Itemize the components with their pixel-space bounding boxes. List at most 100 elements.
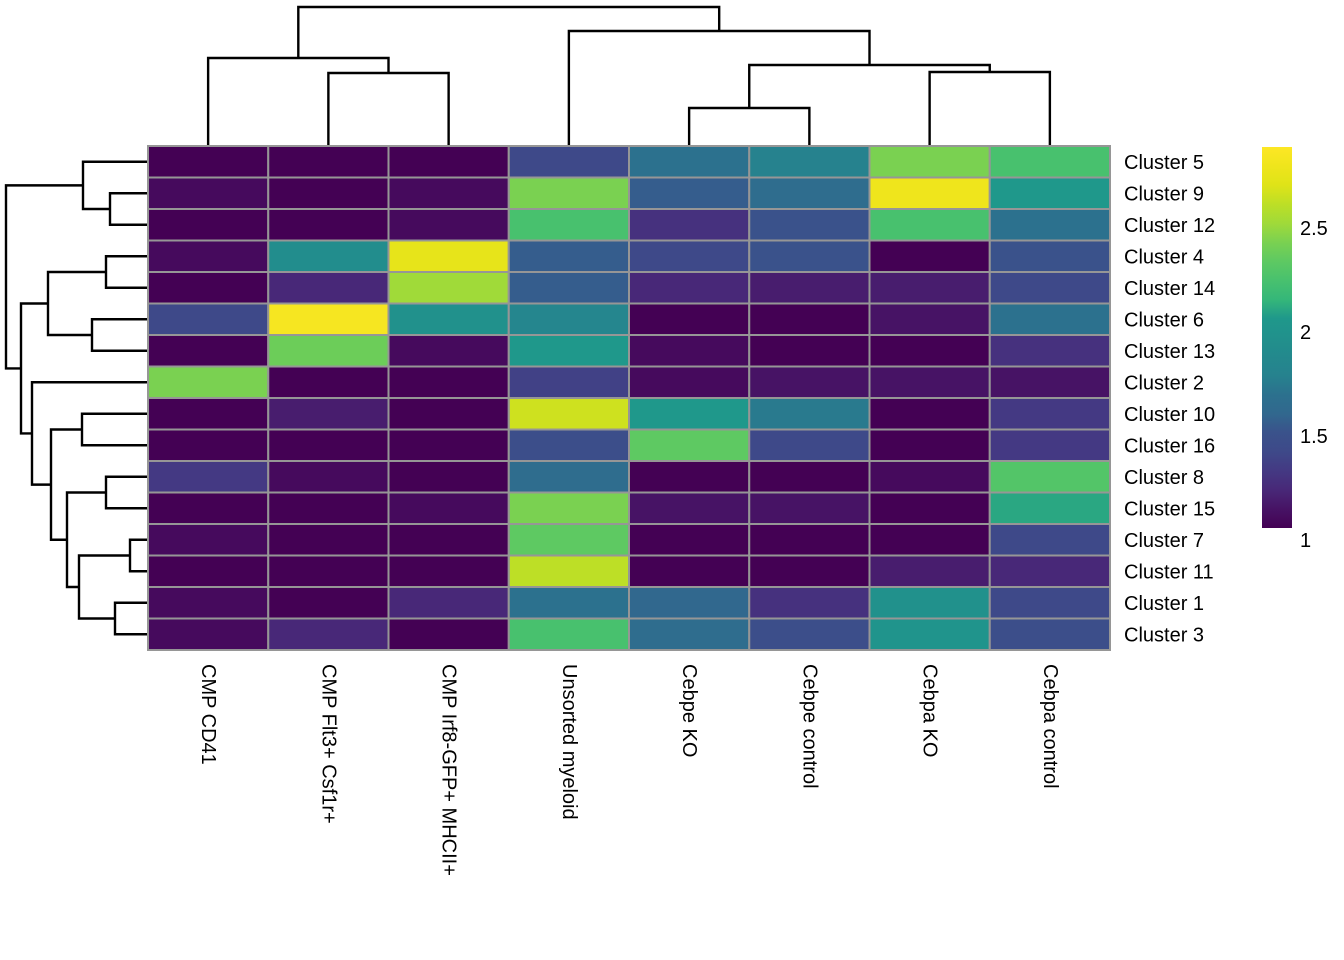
heatmap-cell — [267, 523, 390, 557]
heatmap-cell — [868, 271, 991, 305]
row-label: Cluster 11 — [1124, 561, 1214, 583]
column-label: CMP CD41 — [197, 664, 219, 765]
row-label: Cluster 14 — [1124, 278, 1215, 300]
heatmap-cell — [147, 365, 270, 399]
heatmap-cell — [387, 617, 510, 651]
heatmap-cell — [387, 271, 510, 305]
row-label: Cluster 15 — [1124, 498, 1215, 520]
heatmap-cell — [868, 334, 991, 368]
heatmap-cell — [748, 460, 871, 494]
column-label: Cebpe KO — [678, 664, 700, 757]
row-dendrogram-branch — [4, 184, 83, 370]
heatmap-cell — [628, 176, 751, 210]
heatmap-cell — [988, 428, 1111, 462]
heatmap-cell — [387, 176, 510, 210]
heatmap-cell — [267, 428, 390, 462]
heatmap-cell — [387, 145, 510, 179]
heatmap-cell — [147, 176, 270, 210]
row-dendrogram-branch — [65, 491, 106, 589]
heatmap-cell — [267, 365, 390, 399]
heatmap-cell — [868, 302, 991, 336]
heatmap-cell — [748, 334, 871, 368]
heatmap-cell — [988, 523, 1111, 557]
heatmap-cell — [267, 145, 390, 179]
heatmap-cell — [988, 176, 1111, 210]
heatmap-cell — [988, 145, 1111, 179]
color-legend: 2.5 2 1.5 1 — [1262, 147, 1328, 552]
heatmap-cell — [748, 176, 871, 210]
heatmap-cell — [748, 145, 871, 179]
row-dendrogram — [4, 160, 148, 636]
heatmap-cell — [507, 523, 630, 557]
heatmap-cell — [147, 617, 270, 651]
heatmap-cell — [628, 365, 751, 399]
row-dendrogram-branch — [81, 160, 148, 211]
heatmap-cell — [988, 302, 1111, 336]
heatmap-cell — [147, 271, 270, 305]
heatmap-cell — [868, 491, 991, 525]
heatmap-cell — [147, 145, 270, 179]
heatmap-cell — [507, 428, 630, 462]
column-dendrogram — [206, 5, 1052, 146]
heatmap-cell — [507, 239, 630, 273]
heatmap-cell — [868, 617, 991, 651]
heatmap-cell — [507, 397, 630, 431]
heatmap-cell — [147, 460, 270, 494]
legend-tick-label: 1 — [1300, 530, 1311, 552]
heatmap-cell — [507, 176, 630, 210]
heatmap-cell — [988, 460, 1111, 494]
heatmap-cell — [507, 302, 630, 336]
row-label: Cluster 16 — [1124, 435, 1215, 457]
heatmap-cell — [267, 460, 390, 494]
heatmap-cell — [507, 145, 630, 179]
column-dendrogram-branch — [327, 71, 450, 146]
row-label: Cluster 9 — [1124, 183, 1204, 205]
heatmap-cell — [628, 491, 751, 525]
heatmap-cell — [387, 365, 510, 399]
column-dendrogram-branch — [687, 106, 811, 146]
heatmap-cell — [988, 554, 1111, 588]
row-dendrogram-branch — [30, 381, 148, 486]
heatmap-cell — [748, 208, 871, 242]
row-dendrogram-branch — [46, 270, 106, 337]
heatmap-cell — [868, 397, 991, 431]
row-label: Cluster 10 — [1124, 404, 1215, 426]
heatmap-cell — [147, 523, 270, 557]
row-label: Cluster 3 — [1124, 624, 1204, 646]
row-label: Cluster 7 — [1124, 530, 1204, 552]
row-label: Cluster 13 — [1124, 341, 1215, 363]
heatmap-cell — [147, 334, 270, 368]
heatmap-cell — [868, 145, 991, 179]
heatmap-cell — [147, 491, 270, 525]
heatmap-cell — [628, 145, 751, 179]
heatmap-cell — [147, 208, 270, 242]
column-label: Cebpa KO — [919, 664, 941, 757]
heatmap-cell — [147, 428, 270, 462]
heatmap-cell — [387, 334, 510, 368]
row-dendrogram-branch — [90, 318, 148, 352]
heatmap-cell — [988, 334, 1111, 368]
row-labels: Cluster 5 Cluster 9 Cluster 12 Cluster 4 Clu… — [1124, 152, 1215, 647]
row-dendrogram-branch — [77, 554, 130, 620]
heatmap-cell — [267, 617, 390, 651]
heatmap-cell — [628, 271, 751, 305]
heatmap-cell — [628, 334, 751, 368]
heatmap-cell — [267, 397, 390, 431]
legend-tick-label: 2.5 — [1300, 218, 1328, 240]
heatmap-cell — [628, 302, 751, 336]
heatmap-cell — [988, 271, 1111, 305]
row-label: Cluster 4 — [1124, 246, 1204, 268]
column-label: CMP Flt3+ Csf1r+ — [317, 664, 339, 824]
heatmap-cell — [988, 208, 1111, 242]
heatmap-cell — [748, 271, 871, 305]
heatmap-cell — [868, 365, 991, 399]
heatmap-cell — [868, 428, 991, 462]
heatmap-cell — [507, 208, 630, 242]
heatmap-cell — [628, 523, 751, 557]
row-label: Cluster 6 — [1124, 309, 1204, 331]
row-dendrogram-branch — [104, 255, 148, 289]
heatmap-cell — [387, 428, 510, 462]
heatmap-cell — [868, 208, 991, 242]
heatmap-cell — [988, 397, 1111, 431]
